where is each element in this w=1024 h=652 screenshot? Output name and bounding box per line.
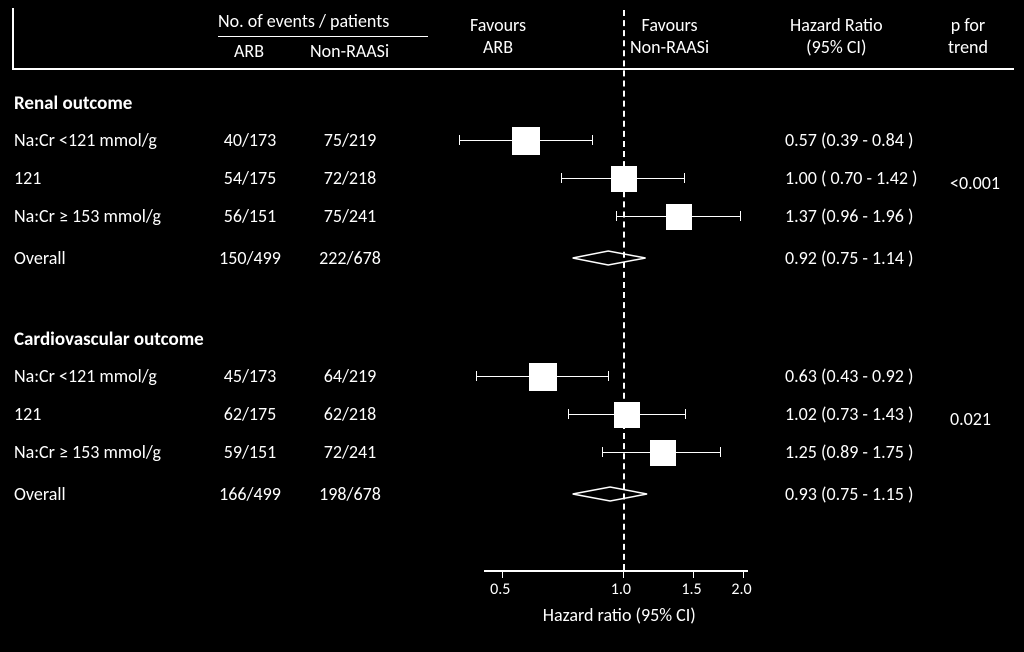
ci-cap [459, 135, 460, 145]
hdr-nonraasi: Non-RAASi [310, 40, 389, 62]
row-nonraasi: 75/219 [316, 129, 384, 151]
ci-cap [616, 211, 617, 221]
ci-cap [568, 409, 569, 419]
x-tick [623, 570, 624, 578]
ci-cap [592, 135, 593, 145]
ci-cap [602, 447, 603, 457]
ci-cap [684, 173, 685, 183]
hr-box [614, 402, 640, 428]
row-hr-text: 0.93 (0.75 - 1.15 ) [785, 483, 913, 505]
row-label: Overall [14, 483, 66, 505]
row-hr-text: 0.92 (0.75 - 1.14 ) [785, 247, 913, 269]
row-arb: 56/151 [216, 205, 284, 227]
x-tick-label: 2.0 [731, 580, 751, 599]
p-trend: <0.001 [950, 172, 1000, 194]
hr-box [666, 204, 692, 230]
hdr-favours-left: Favours ARB [470, 14, 526, 58]
frame-left [12, 8, 14, 70]
hr-box [650, 440, 676, 466]
x-tick-label: 1.0 [611, 580, 631, 599]
hdr-hr: Hazard Ratio (95% CI) [790, 14, 883, 58]
section-title: Renal outcome [14, 92, 132, 115]
row-arb: 59/151 [216, 441, 284, 463]
x-tick-label: 1.5 [681, 580, 701, 599]
row-nonraasi: 64/219 [316, 365, 384, 387]
row-hr-text: 0.63 (0.43 - 0.92 ) [785, 365, 913, 387]
ref-line [623, 10, 625, 570]
row-label: 121 [14, 403, 41, 425]
hr-box [529, 363, 557, 391]
row-label: 121 [14, 167, 41, 189]
row-hr-text: 1.37 (0.96 - 1.96 ) [785, 205, 913, 227]
x-axis-title: Hazard ratio (95% CI) [543, 604, 696, 626]
row-label: Overall [14, 247, 66, 269]
x-tick [693, 570, 694, 578]
x-tick [743, 570, 744, 578]
row-hr-text: 1.02 (0.73 - 1.43 ) [785, 403, 913, 425]
x-tick-label: 0.5 [490, 580, 510, 599]
row-label: Na:Cr ≥ 153 mmol/g [14, 205, 161, 227]
hr-box [611, 166, 637, 192]
row-arb: 40/173 [216, 129, 284, 151]
x-axis [484, 570, 748, 572]
row-arb: 54/175 [216, 167, 284, 189]
hdr-arb: ARB [234, 40, 264, 62]
overall-diamond [0, 0, 1024, 652]
ci-cap [476, 371, 477, 381]
ci-cap [740, 211, 741, 221]
row-arb: 150/499 [216, 247, 284, 269]
row-label: Na:Cr <121 mmol/g [14, 129, 157, 151]
ci-cap [720, 447, 721, 457]
row-hr-text: 0.57 (0.39 - 0.84 ) [785, 129, 913, 151]
events-underline [218, 36, 428, 37]
hdr-events: No. of events / patients [218, 10, 389, 32]
x-tick [502, 570, 503, 578]
ci-cap [608, 371, 609, 381]
forest-plot: { "layout": { "width": 1024, "height": 6… [0, 0, 1024, 652]
hdr-ptrend: p for trend [948, 14, 988, 58]
row-nonraasi: 198/678 [316, 483, 384, 505]
frame-top [12, 68, 1014, 70]
row-nonraasi: 72/218 [316, 167, 384, 189]
row-nonraasi: 75/241 [316, 205, 384, 227]
row-label: Na:Cr <121 mmol/g [14, 365, 157, 387]
row-hr-text: 1.00 ( 0.70 - 1.42 ) [785, 167, 918, 189]
hdr-favours-right: Favours Non-RAASi [630, 14, 709, 58]
row-nonraasi: 62/218 [316, 403, 384, 425]
row-label: Na:Cr ≥ 153 mmol/g [14, 441, 161, 463]
ci-cap [685, 409, 686, 419]
row-nonraasi: 72/241 [316, 441, 384, 463]
section-title: Cardiovascular outcome [14, 328, 204, 351]
row-arb: 62/175 [216, 403, 284, 425]
row-arb: 45/173 [216, 365, 284, 387]
ci-cap [561, 173, 562, 183]
row-hr-text: 1.25 (0.89 - 1.75 ) [785, 441, 913, 463]
row-arb: 166/499 [216, 483, 284, 505]
overall-diamond [0, 0, 1024, 652]
p-trend: 0.021 [950, 408, 991, 430]
hr-box [512, 127, 540, 155]
row-nonraasi: 222/678 [316, 247, 384, 269]
